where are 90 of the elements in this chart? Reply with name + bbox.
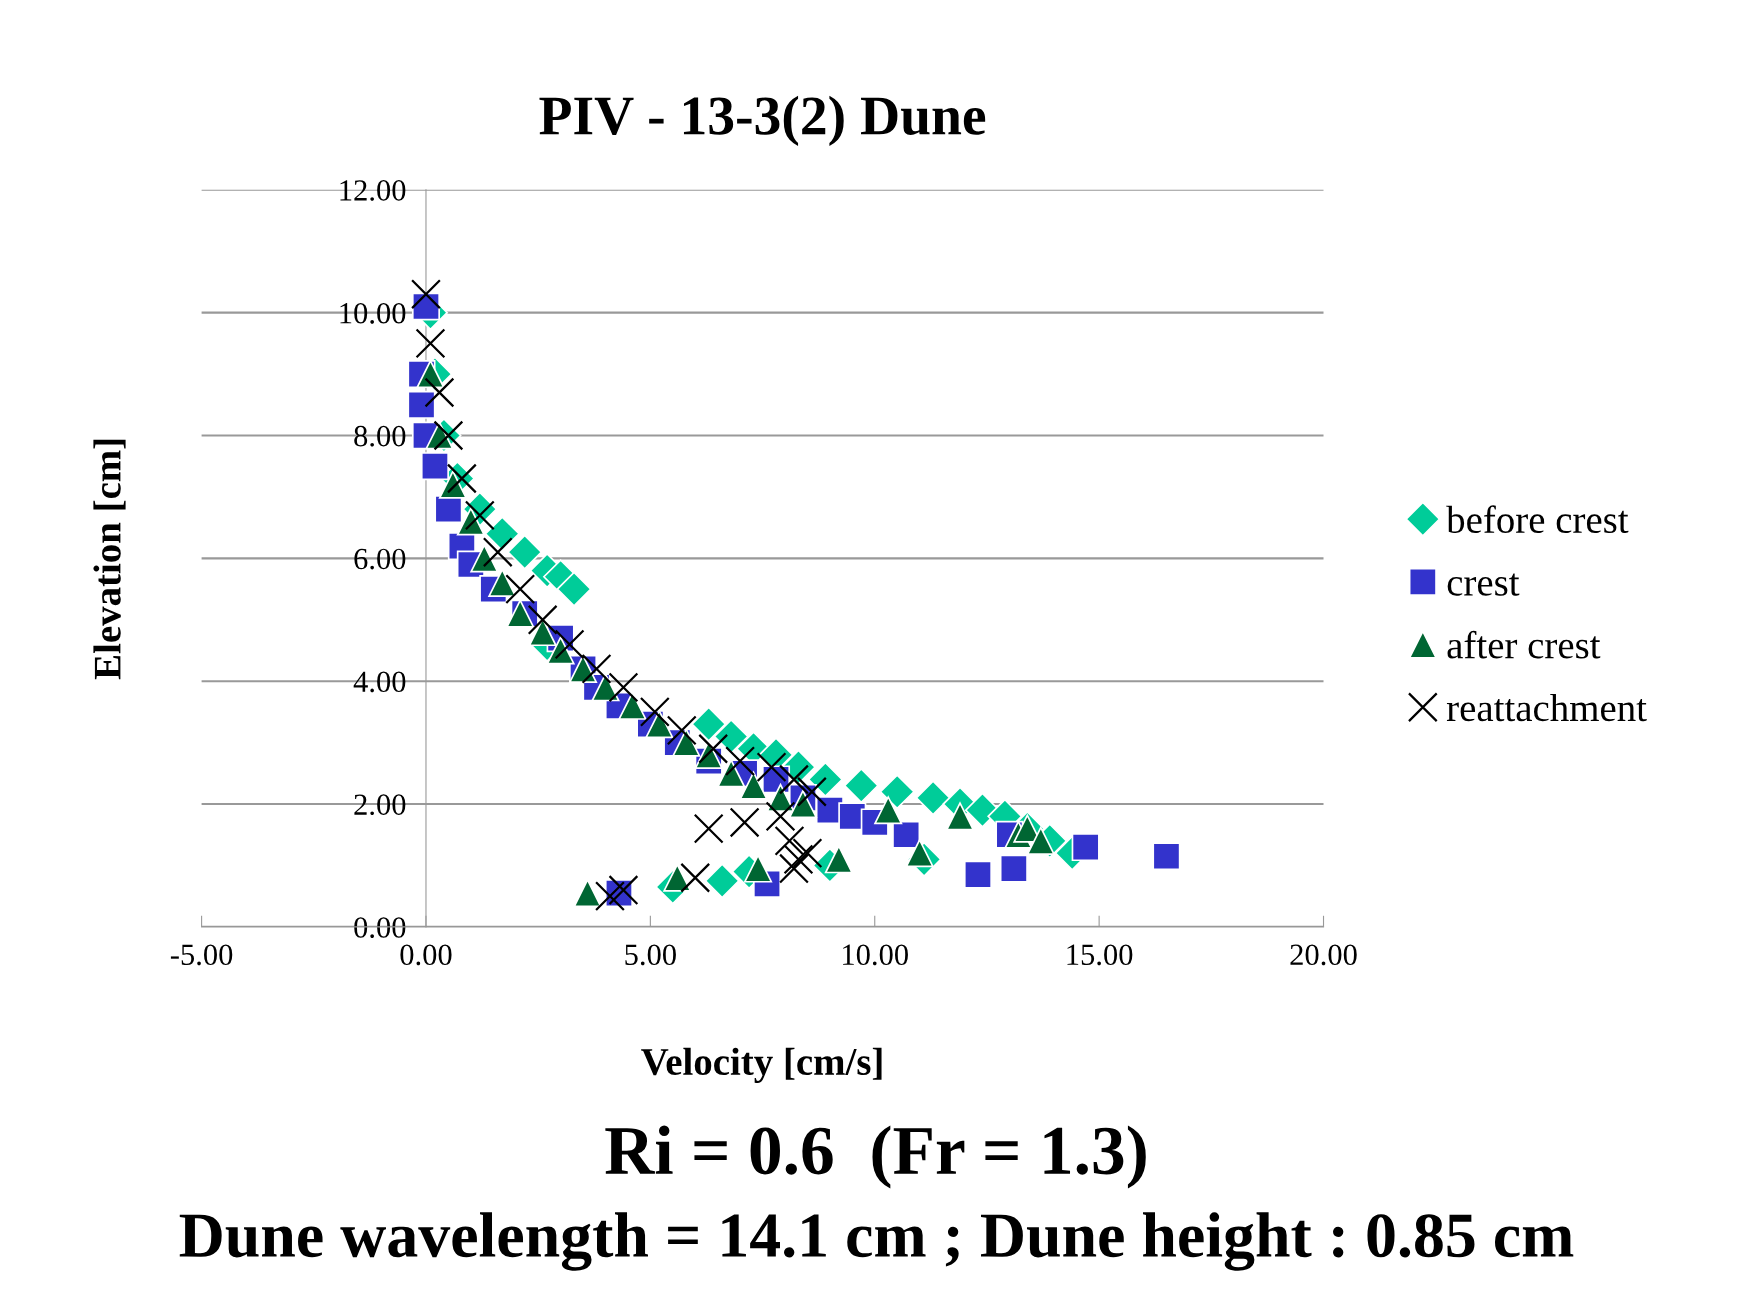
- point: [438, 470, 467, 499]
- y-tick-label: 12.00: [340, 180, 406, 201]
- point: [416, 360, 445, 389]
- point: [556, 571, 592, 607]
- point: [915, 780, 951, 816]
- y-tick-label: 6.00: [354, 548, 406, 570]
- point: [618, 691, 647, 720]
- point: [691, 706, 727, 742]
- point: [407, 390, 436, 419]
- y-axis-title: Elevation [cm]: [93, 439, 126, 680]
- point: [470, 544, 499, 573]
- text: Dune wavelength = 14.1 cm ; Dune height : 0.85 cm: [179, 1212, 1574, 1271]
- point: [807, 761, 843, 798]
- point: [1152, 842, 1181, 871]
- text: Ri = 0.6 (Fr = 1.3): [605, 1125, 1146, 1189]
- point: [505, 574, 536, 605]
- point: [892, 820, 921, 849]
- y-tick-label: 8.00: [354, 425, 406, 447]
- point: [645, 710, 674, 739]
- x-axis-title: Velocity [cm/s]: [641, 1047, 882, 1084]
- y-tick-label: 0.00: [354, 917, 406, 938]
- point: [410, 279, 441, 310]
- point: [963, 860, 992, 889]
- point: [999, 854, 1028, 883]
- x-tick-label: 10.00: [843, 944, 908, 966]
- point: [945, 802, 975, 831]
- point: [796, 776, 827, 807]
- point: [824, 845, 853, 874]
- point: [744, 854, 773, 883]
- point: [554, 629, 585, 660]
- point: [528, 618, 557, 647]
- y-tick-label: 10.00: [340, 302, 406, 324]
- point: [488, 568, 517, 597]
- point: [608, 875, 639, 906]
- x-tick-label: 15.00: [1067, 944, 1133, 966]
- y-tick-label: 4.00: [353, 671, 406, 693]
- point: [905, 839, 934, 868]
- point: [778, 764, 809, 795]
- point: [484, 516, 520, 552]
- point: [729, 807, 760, 838]
- point: [725, 746, 756, 777]
- point: [663, 863, 692, 892]
- point: [464, 500, 495, 531]
- legend-label: reattachment: [1446, 693, 1647, 722]
- legend-label: crest: [1447, 573, 1520, 596]
- legend-label: before crest: [1446, 505, 1629, 534]
- point: [424, 377, 455, 408]
- point: [446, 463, 477, 494]
- point: [527, 604, 558, 635]
- point: [774, 825, 805, 856]
- point: [666, 715, 697, 746]
- point: [680, 862, 711, 893]
- point: [415, 328, 446, 359]
- point: [874, 796, 903, 825]
- x-tick-label: -5.00: [170, 944, 233, 966]
- point: [594, 881, 625, 912]
- point: [792, 838, 823, 869]
- point: [507, 534, 543, 570]
- legend-label: after crest: [1447, 630, 1601, 659]
- point: [765, 801, 796, 832]
- point: [573, 879, 602, 908]
- point: [693, 813, 724, 844]
- point: [788, 790, 817, 819]
- chart-title: PIV - 13-3(2) Dune: [539, 95, 986, 147]
- y-tick-label: 2.00: [354, 794, 406, 816]
- point: [756, 752, 787, 783]
- point: [1071, 833, 1100, 862]
- x-tick-label: 5.00: [625, 944, 676, 966]
- point: [581, 653, 612, 684]
- x-tick-label: 20.00: [1290, 944, 1357, 966]
- point: [713, 718, 749, 755]
- point: [420, 452, 449, 481]
- point: [783, 844, 814, 875]
- point: [672, 728, 701, 757]
- point: [1026, 826, 1055, 855]
- point: [433, 420, 464, 451]
- point: [704, 863, 740, 899]
- point: [778, 853, 809, 884]
- x-tick-label: 0.00: [400, 944, 452, 966]
- point: [843, 768, 879, 804]
- point: [879, 774, 915, 810]
- point: [456, 507, 485, 536]
- point: [717, 759, 746, 788]
- point: [546, 636, 575, 665]
- point: [608, 672, 639, 703]
- point: [591, 673, 620, 702]
- point: [482, 537, 513, 568]
- point: [698, 733, 729, 764]
- point: [739, 771, 768, 800]
- point: [639, 696, 670, 727]
